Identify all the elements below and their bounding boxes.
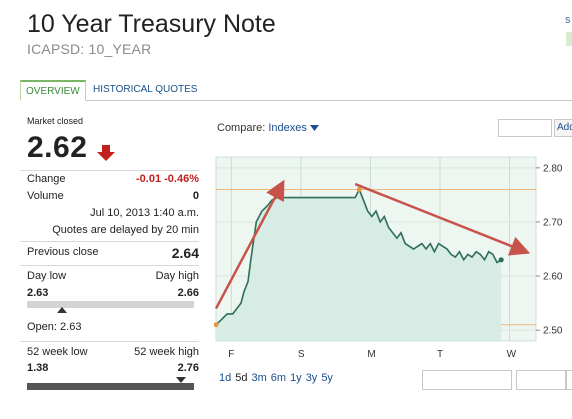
date-from-input[interactable] bbox=[422, 370, 512, 390]
date-to-input[interactable] bbox=[516, 370, 566, 390]
week52-high-value: 2.76 bbox=[177, 362, 199, 374]
week52-low-label: 52 week low bbox=[27, 346, 88, 358]
day-range-marker-icon bbox=[57, 307, 68, 313]
range-selector: 1d 5d 3m 6m 1y 3y 5y bbox=[219, 372, 337, 384]
day-low-value: 2.63 bbox=[27, 287, 49, 299]
day-range-values: 2.63 2.66 bbox=[27, 287, 199, 299]
range-3m[interactable]: 3m bbox=[251, 372, 267, 384]
market-status: Market closed bbox=[27, 116, 84, 126]
symbol-label: ICAPSD: 10_YEAR bbox=[27, 41, 152, 57]
series-area bbox=[216, 189, 502, 341]
series-line bbox=[215, 187, 502, 326]
trend-arrow bbox=[214, 179, 285, 310]
range-3y[interactable]: 3y bbox=[305, 372, 318, 384]
week52-values: 1.38 2.76 bbox=[27, 362, 199, 374]
change-label: Change bbox=[27, 173, 66, 185]
x-tick-label: M bbox=[367, 349, 375, 360]
trend-arrow bbox=[354, 182, 531, 256]
day-low-label: Day low bbox=[27, 270, 67, 282]
series-end-point bbox=[498, 257, 504, 263]
change-value: -0.01 -0.46% bbox=[136, 173, 199, 185]
compare-control: Compare: Indexes bbox=[217, 122, 319, 134]
change-row: Change -0.01 -0.46% bbox=[27, 173, 199, 185]
last-price: 2.62 bbox=[27, 131, 88, 164]
range-1d[interactable]: 1d bbox=[219, 372, 232, 384]
series-start-point bbox=[214, 322, 219, 328]
day-range-labels: Day low Day high bbox=[27, 270, 199, 282]
volume-row: Volume 0 bbox=[27, 190, 199, 202]
week52-labels: 52 week low 52 week high bbox=[27, 346, 199, 358]
divider bbox=[20, 170, 199, 171]
day-high-label: Day high bbox=[155, 270, 199, 282]
right-edge-box bbox=[566, 32, 572, 46]
tab-bar: OVERVIEW HISTORICAL QUOTES bbox=[20, 80, 572, 101]
divider bbox=[20, 341, 199, 342]
x-tick-label: T bbox=[437, 349, 443, 360]
compare-add-button[interactable]: Add bbox=[554, 119, 572, 137]
range-5d[interactable]: 5d bbox=[235, 372, 248, 384]
previous-close-row: Previous close 2.64 bbox=[27, 245, 199, 261]
price-chart[interactable]: 2.80 2.70 2.60 2.50 F S M T W bbox=[214, 155, 572, 365]
chevron-down-icon[interactable] bbox=[309, 125, 319, 132]
y-tick-label: 2.60 bbox=[543, 272, 563, 283]
volume-value: 0 bbox=[192, 190, 199, 202]
open-value: Open: 2.63 bbox=[27, 321, 82, 333]
x-tick-label: W bbox=[507, 349, 517, 360]
x-tick-label: F bbox=[228, 349, 234, 360]
series-peak-point bbox=[356, 186, 362, 192]
week52-range-bar bbox=[27, 383, 194, 390]
y-tick-label: 2.50 bbox=[543, 326, 563, 337]
compare-label: Compare: bbox=[217, 122, 266, 134]
day-high-value: 2.66 bbox=[177, 287, 199, 299]
week52-marker-icon bbox=[175, 377, 186, 383]
down-arrow-icon bbox=[97, 145, 115, 161]
y-tick-label: 2.80 bbox=[543, 163, 563, 174]
date-go-input[interactable] bbox=[566, 370, 572, 390]
right-edge-link[interactable]: s bbox=[565, 14, 571, 26]
delay-note: Quotes are delayed by 20 min bbox=[52, 224, 199, 236]
volume-label: Volume bbox=[27, 190, 64, 202]
timestamp: Jul 10, 2013 1:40 a.m. bbox=[90, 207, 199, 219]
previous-close-value: 2.64 bbox=[171, 245, 199, 261]
divider bbox=[20, 241, 199, 242]
week52-high-label: 52 week high bbox=[134, 346, 199, 358]
previous-close-label: Previous close bbox=[27, 246, 99, 258]
day-range-bar bbox=[27, 301, 194, 308]
range-6m[interactable]: 6m bbox=[270, 372, 287, 384]
compare-symbol-input[interactable] bbox=[498, 119, 552, 137]
range-5y[interactable]: 5y bbox=[321, 372, 333, 384]
tab-historical-quotes[interactable]: HISTORICAL QUOTES bbox=[93, 84, 198, 95]
tab-overview[interactable]: OVERVIEW bbox=[20, 80, 86, 101]
compare-indexes-link[interactable]: Indexes bbox=[268, 122, 307, 134]
divider bbox=[20, 265, 199, 266]
page-title: 10 Year Treasury Note bbox=[27, 10, 276, 38]
range-1y[interactable]: 1y bbox=[290, 372, 302, 384]
week52-low-value: 1.38 bbox=[27, 362, 49, 374]
x-tick-label: S bbox=[298, 349, 305, 360]
y-tick-label: 2.70 bbox=[543, 217, 563, 228]
